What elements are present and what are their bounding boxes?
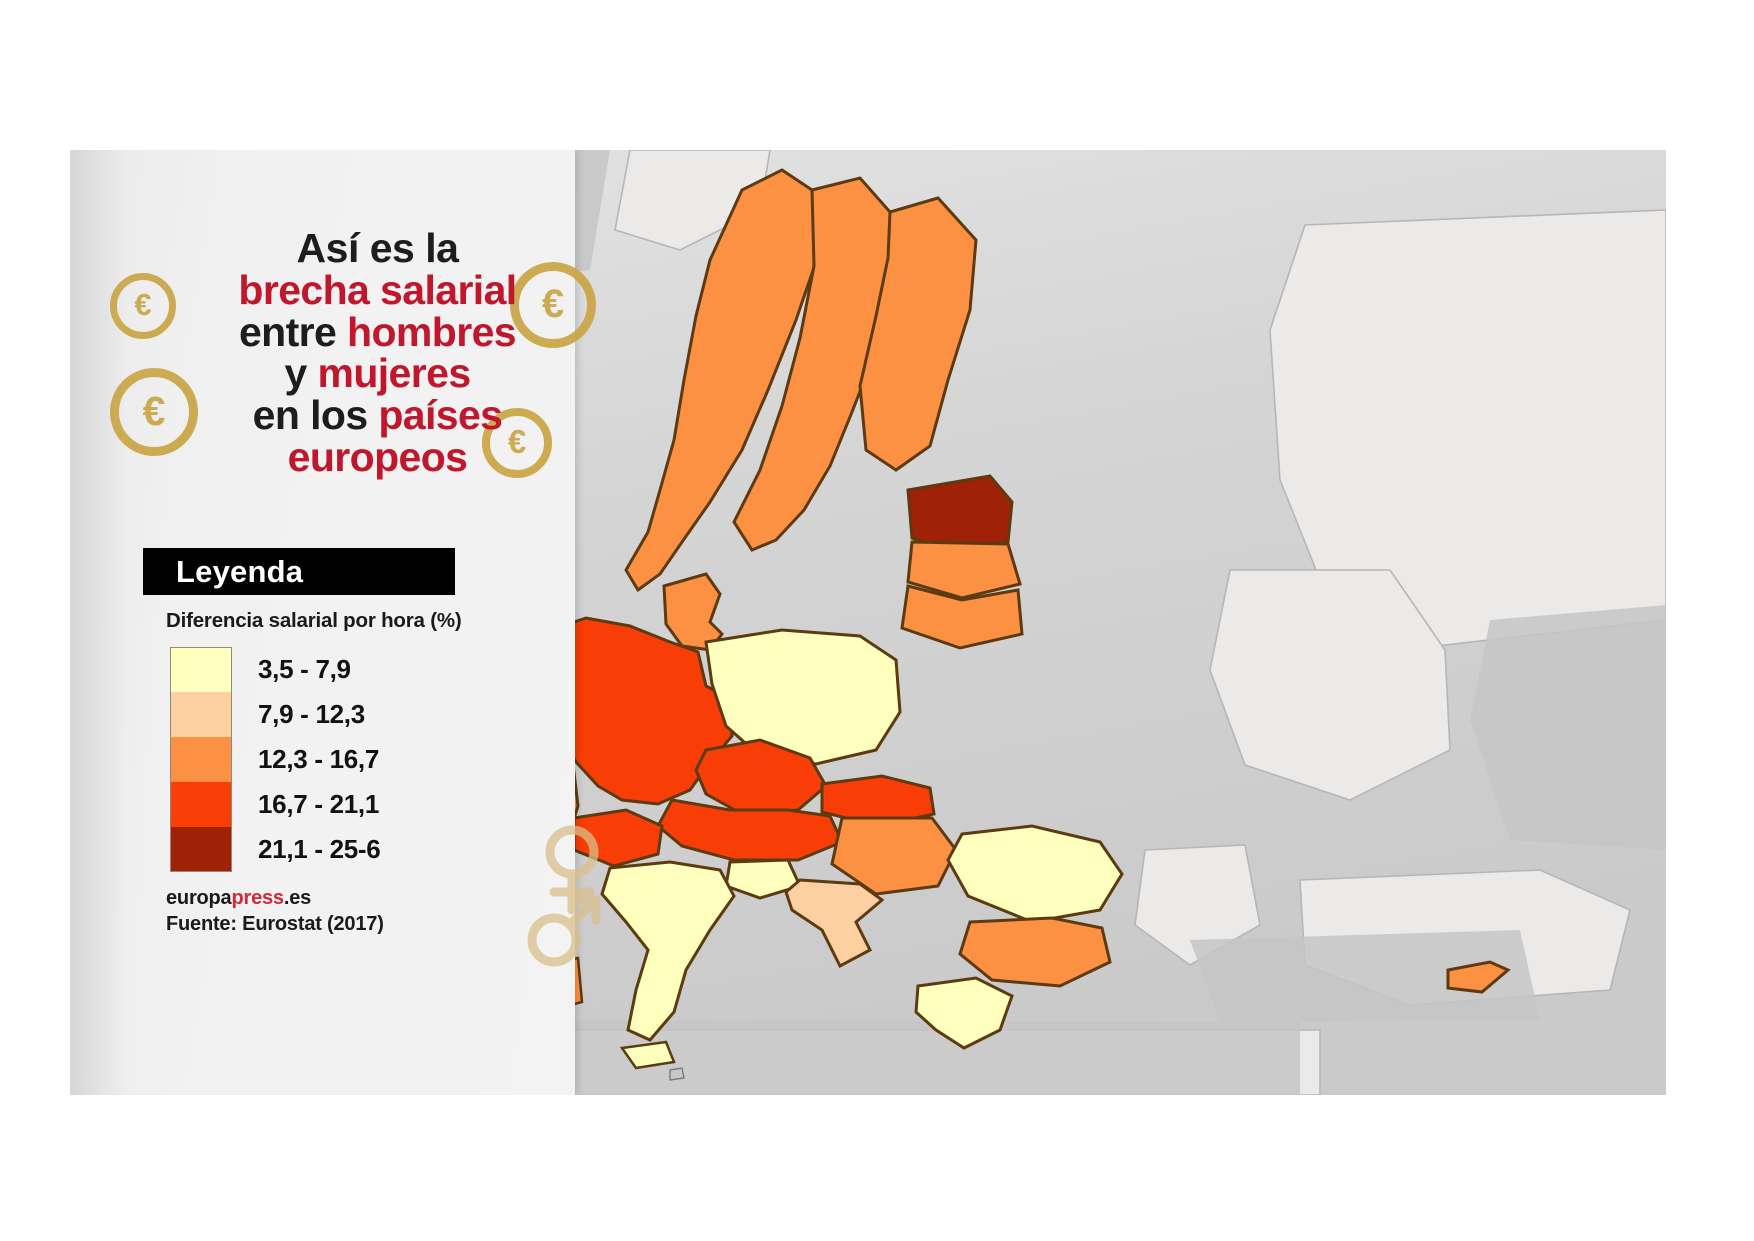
- title-line-3-black: entre: [238, 308, 348, 355]
- title-line-5-red: países: [378, 392, 503, 439]
- page-title: Así es la brecha salarial entre hombres …: [190, 225, 565, 481]
- title-line-6: europeos: [287, 434, 468, 481]
- title-line-4: y mujeres: [190, 353, 565, 395]
- country-estonia: [906, 474, 1014, 556]
- title-line-3: entre hombres: [190, 308, 565, 355]
- footer-source: Fuente: Eurostat (2017): [166, 913, 384, 936]
- country-slovakia: [820, 774, 936, 828]
- footer-credits: europapress.es Fuente: Eurostat (2017): [166, 885, 384, 938]
- title-line-1: Así es la: [296, 225, 459, 271]
- title-line-2: brecha salarial: [238, 266, 517, 313]
- country-croatia: [784, 878, 885, 969]
- title-line-4-black: y: [284, 350, 318, 397]
- country-austria: [656, 798, 845, 862]
- legend-swatch: [170, 782, 232, 827]
- country-latvia: [906, 540, 1022, 600]
- legend-header-label: Leyenda: [176, 553, 304, 589]
- legend-swatch: [170, 827, 232, 872]
- country-italy: [600, 860, 736, 1042]
- legend-item-label: 7,9 - 12,3: [258, 699, 365, 729]
- legend-item: 16,7 - 21,1: [170, 782, 380, 827]
- legend-item: 21,1 - 25-6: [170, 827, 381, 872]
- euro-symbol: €: [507, 423, 527, 460]
- legend-item: 3,5 - 7,9: [170, 647, 380, 692]
- country-romania: [946, 824, 1124, 924]
- country-malta: [669, 1067, 685, 1081]
- title-line-5-black: en los: [252, 392, 379, 439]
- country-lithuania: [900, 584, 1024, 650]
- brand-domain: .es: [283, 887, 312, 909]
- legend-item-label: 3,5 - 7,9: [258, 654, 351, 684]
- legend-item: 12,3 - 16,7: [170, 737, 380, 782]
- legend-subtitle: Diferencia salarial por hora (%): [166, 609, 462, 632]
- brand-press: press: [231, 887, 284, 909]
- legend-item: 7,9 - 12,3: [170, 692, 380, 737]
- euro-symbol: €: [134, 287, 152, 322]
- country-denmark: [662, 572, 724, 652]
- legend-swatch: [170, 692, 232, 737]
- country-finland: [858, 196, 978, 472]
- legend-swatch: [170, 647, 232, 692]
- country-poland: [704, 628, 902, 766]
- legend-header-bar: Leyenda: [143, 548, 455, 595]
- title-line-5: en los países: [190, 392, 565, 439]
- gender-symbols-icon: [527, 825, 601, 967]
- country-italy-sicily: [619, 1040, 676, 1070]
- legend-item-label: 16,7 - 21,1: [258, 789, 380, 819]
- legend-item-label: 12,3 - 16,7: [258, 744, 380, 774]
- country-hungary: [830, 816, 958, 896]
- legend-item-label: 21,1 - 25-6: [258, 834, 381, 864]
- brand-europa: europa: [166, 887, 232, 909]
- infographic-canvas: € € € € Así es la brecha salarial entre …: [70, 150, 1666, 1095]
- euro-symbol: €: [142, 387, 166, 434]
- title-line-3-red: hombres: [347, 308, 517, 355]
- legend-list: 3,5 - 7,9 7,9 - 12,3 12,3 - 16,7 16,7 - …: [170, 647, 381, 872]
- title-line-4-red: mujeres: [317, 350, 471, 397]
- country-bulgaria: [958, 916, 1112, 988]
- euro-coin-icon: €: [110, 368, 198, 456]
- euro-symbol: €: [541, 281, 565, 326]
- country-greece: [914, 976, 1014, 1050]
- euro-coin-icon: €: [510, 262, 596, 348]
- legend-swatch: [170, 737, 232, 782]
- euro-coin-icon: €: [110, 273, 176, 339]
- euro-coin-icon: €: [482, 408, 552, 478]
- country-cyprus: [1446, 960, 1511, 994]
